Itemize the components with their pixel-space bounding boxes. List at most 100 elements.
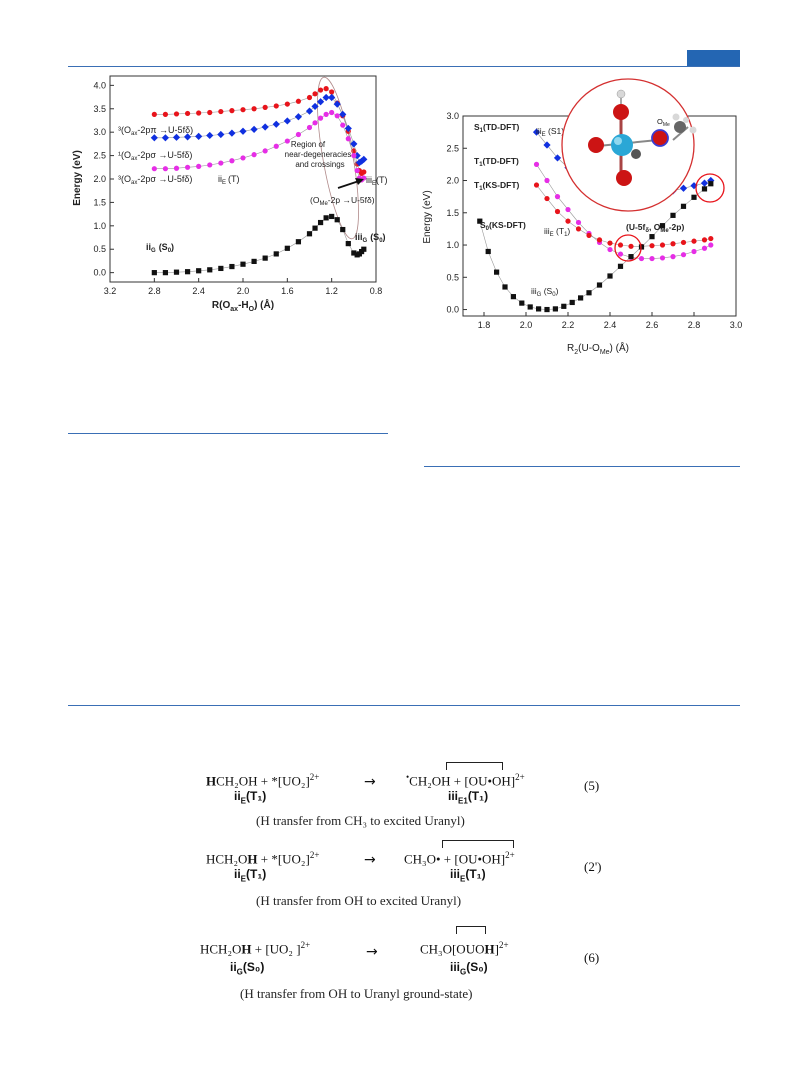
data-point [251, 106, 257, 112]
data-point [708, 181, 714, 187]
data-point [578, 295, 584, 301]
data-point [334, 217, 340, 223]
chart-left-arrowhead [355, 178, 364, 185]
data-point [206, 131, 214, 140]
y-tick-label: 0.0 [446, 305, 459, 315]
data-point [670, 212, 676, 218]
data-point [361, 169, 367, 175]
data-point [218, 265, 224, 272]
data-point [680, 252, 687, 258]
data-point [273, 251, 279, 257]
data-point [262, 255, 268, 261]
chart-right-ylabel: Energy (eV) [422, 190, 433, 243]
eq5-rhs-label: iiiE1(T₁) [448, 789, 489, 806]
eq5-arrow: → [364, 774, 376, 790]
data-point [228, 129, 236, 137]
rule-full [68, 705, 740, 706]
eq2-lhs: HCH₂OH + *[UO₂]2+ [206, 850, 320, 867]
data-point [151, 111, 157, 117]
data-point [306, 231, 313, 237]
data-point [533, 161, 540, 167]
chart-right: 0.0 0.5 1.0 1.5 2.0 2.5 3.0 1.8 2.0 2.2 2.4 2.6 2.8… [422, 78, 743, 356]
eq6-rhs: CH₃O[OUOH]2+ [420, 940, 509, 957]
data-point [184, 110, 191, 117]
data-point [305, 107, 314, 115]
data-point [700, 179, 709, 187]
data-point [229, 263, 235, 270]
x-tick-label: 2.4 [192, 286, 205, 296]
data-point [162, 270, 169, 276]
data-point [217, 130, 225, 139]
data-point [184, 269, 191, 275]
eq6-bracket [456, 926, 486, 934]
data-point [317, 115, 324, 121]
eq2-number: (2') [584, 859, 602, 874]
series-line [154, 112, 364, 181]
data-point [628, 254, 634, 260]
data-point [151, 166, 157, 172]
eq5-rhs: •CH₂OH + [OU•OH]2+ [406, 772, 525, 789]
data-point [532, 128, 541, 136]
y-tick-label: 3.0 [446, 111, 459, 121]
data-point [596, 237, 603, 243]
data-point [295, 239, 302, 245]
chart-right-xlabel: R2(U-OMe) (Å) [567, 341, 629, 356]
data-point [229, 108, 235, 114]
chart-right-circle-end [695, 173, 725, 203]
chart-left-label-sigma-singlet: ¹(Oax-2pσ →U-5fδ) [118, 150, 192, 162]
chart-right-label-u5f: (U-5fδ, OMe-2p) [626, 222, 684, 234]
data-point [323, 111, 329, 117]
data-point [680, 239, 687, 246]
x-tick-label: 3.0 [730, 320, 743, 330]
data-point [262, 104, 268, 110]
data-point [316, 98, 325, 106]
chart-right-label-iiiE-t1: iiiE (T1) [544, 226, 570, 238]
data-point [554, 208, 561, 215]
data-point [306, 124, 313, 131]
eq2-note: (H transfer from OH to excited Uranyl) [256, 893, 462, 908]
data-point [679, 184, 688, 192]
data-point [617, 242, 624, 248]
data-point [360, 155, 368, 163]
data-point [586, 290, 592, 296]
data-point [638, 255, 645, 262]
data-point [350, 140, 358, 148]
data-point [172, 133, 181, 141]
data-point [312, 120, 318, 126]
data-point [173, 269, 180, 275]
eq6-lhs-label: iiG(S₀) [230, 960, 265, 977]
data-point [161, 134, 170, 142]
data-point [196, 110, 202, 116]
data-point [708, 242, 714, 248]
data-point [527, 304, 533, 310]
data-point [561, 303, 567, 309]
data-point [544, 306, 550, 313]
data-point [670, 241, 676, 247]
data-point [544, 177, 550, 184]
data-point [323, 215, 329, 221]
data-point [575, 226, 582, 232]
header-accent-tab [687, 50, 740, 66]
chart-left-label-pi-triplet: ³(Oax-2pπ →U-5fδ) [118, 125, 193, 137]
data-point [617, 263, 624, 269]
data-point [575, 219, 582, 226]
data-point [691, 238, 697, 244]
eq6-number: (6) [584, 950, 600, 965]
chart-left-label-iiiG: iiiG (S0) [355, 232, 386, 244]
data-point [273, 143, 279, 149]
data-point [323, 86, 329, 92]
y-tick-label: 3.0 [93, 127, 106, 137]
atom-hydrogen-top [616, 89, 626, 99]
data-point [322, 93, 330, 102]
series-line [154, 216, 365, 273]
atom-uranium [611, 134, 633, 156]
eq5-bracket [446, 762, 503, 770]
data-point [659, 255, 666, 261]
data-point [261, 123, 269, 131]
data-point [173, 111, 180, 117]
chart-right-label-t1td: T1(TD-DFT) [474, 156, 519, 168]
header-rule [68, 66, 740, 67]
data-point [207, 109, 213, 116]
data-point [519, 300, 525, 306]
data-point [334, 113, 340, 119]
